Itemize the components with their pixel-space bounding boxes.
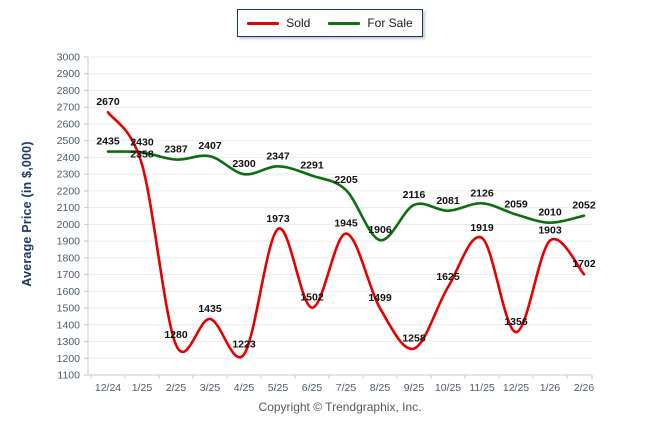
data-label: 1903 [538,225,562,237]
x-tick-label: 3/25 [200,382,221,394]
data-label: 1280 [164,329,188,341]
y-tick-label: 1800 [57,252,81,264]
y-tick-label: 1400 [57,319,81,331]
x-tick-label: 2/25 [166,382,187,394]
legend-item-for-sale[interactable]: For Sale [328,16,413,30]
x-tick-label: 8/25 [370,382,391,394]
sold-line-swatch [247,21,280,25]
data-label: 2059 [504,198,528,210]
data-label: 2407 [198,140,222,152]
data-label: 2010 [538,207,562,219]
x-tick-label: 4/25 [234,382,255,394]
data-label: 1906 [368,224,392,236]
data-label: 1502 [300,292,324,304]
data-label: 2052 [572,200,596,212]
data-label: 1702 [572,258,596,270]
y-tick-label: 1700 [57,269,81,281]
data-label: 1625 [436,271,460,283]
data-label: 1499 [368,292,392,304]
y-tick-label: 2300 [57,169,81,181]
data-label: 2126 [470,187,494,199]
x-tick-label: 2/26 [574,382,595,394]
data-label: 1919 [470,222,494,234]
y-tick-label: 2700 [57,102,81,114]
y-tick-label: 2800 [57,85,81,97]
data-label: 2435 [96,136,120,148]
data-label: 2358 [130,148,154,160]
y-tick-label: 1300 [57,336,81,348]
data-label: 1973 [266,213,290,225]
data-label: 1223 [232,338,256,350]
data-label: 2430 [130,136,154,148]
y-tick-label: 2600 [57,118,81,130]
x-tick-label: 12/25 [503,382,529,394]
data-label: 1435 [198,303,222,315]
legend-label-for-sale: For Sale [367,16,413,30]
y-tick-label: 3000 [57,52,81,64]
chart-legend: Sold For Sale [237,9,423,37]
data-label: 2300 [232,158,256,170]
y-tick-label: 1600 [57,286,81,298]
data-label: 2347 [266,150,290,162]
data-label: 2387 [164,144,188,156]
y-tick-label: 1200 [57,353,81,365]
x-tick-label: 12/24 [95,382,121,394]
y-tick-label: 1900 [57,236,81,248]
data-label: 1356 [504,316,528,328]
for-sale-line [106,150,586,242]
y-tick-label: 2100 [57,202,81,214]
x-tick-label: 7/25 [336,382,357,394]
y-tick-label: 2500 [57,135,81,147]
sold-line [106,110,586,359]
x-tick-label: 6/25 [302,382,323,394]
x-tick-label: 1/26 [540,382,561,394]
x-tick-label: 11/25 [469,382,495,394]
data-label: 2081 [436,195,460,207]
data-label: 2205 [334,174,358,186]
x-tick-label: 1/25 [132,382,153,394]
y-tick-label: 2000 [57,219,81,231]
copyright-text: Copyright © Trendgraphix, Inc. [258,400,422,414]
y-tick-label: 1500 [57,303,81,315]
y-tick-label: 2900 [57,68,81,80]
legend-label-sold: Sold [286,16,311,30]
y-tick-label: 2200 [57,185,81,197]
legend-item-sold[interactable]: Sold [247,16,310,30]
y-tick-label: 1100 [57,370,80,382]
x-tick-label: 5/25 [268,382,289,394]
data-label: 2291 [300,160,324,172]
x-tick-label: 10/25 [435,382,461,394]
for-sale-line-swatch [328,21,361,25]
y-axis-title: Average Price (in $,000) [20,141,34,287]
x-tick-label: 9/25 [404,382,425,394]
data-label: 2116 [403,189,426,201]
data-label: 1945 [334,218,358,230]
y-tick-label: 2400 [57,152,81,164]
data-label: 1258 [402,333,426,345]
data-label: 2670 [96,96,120,108]
